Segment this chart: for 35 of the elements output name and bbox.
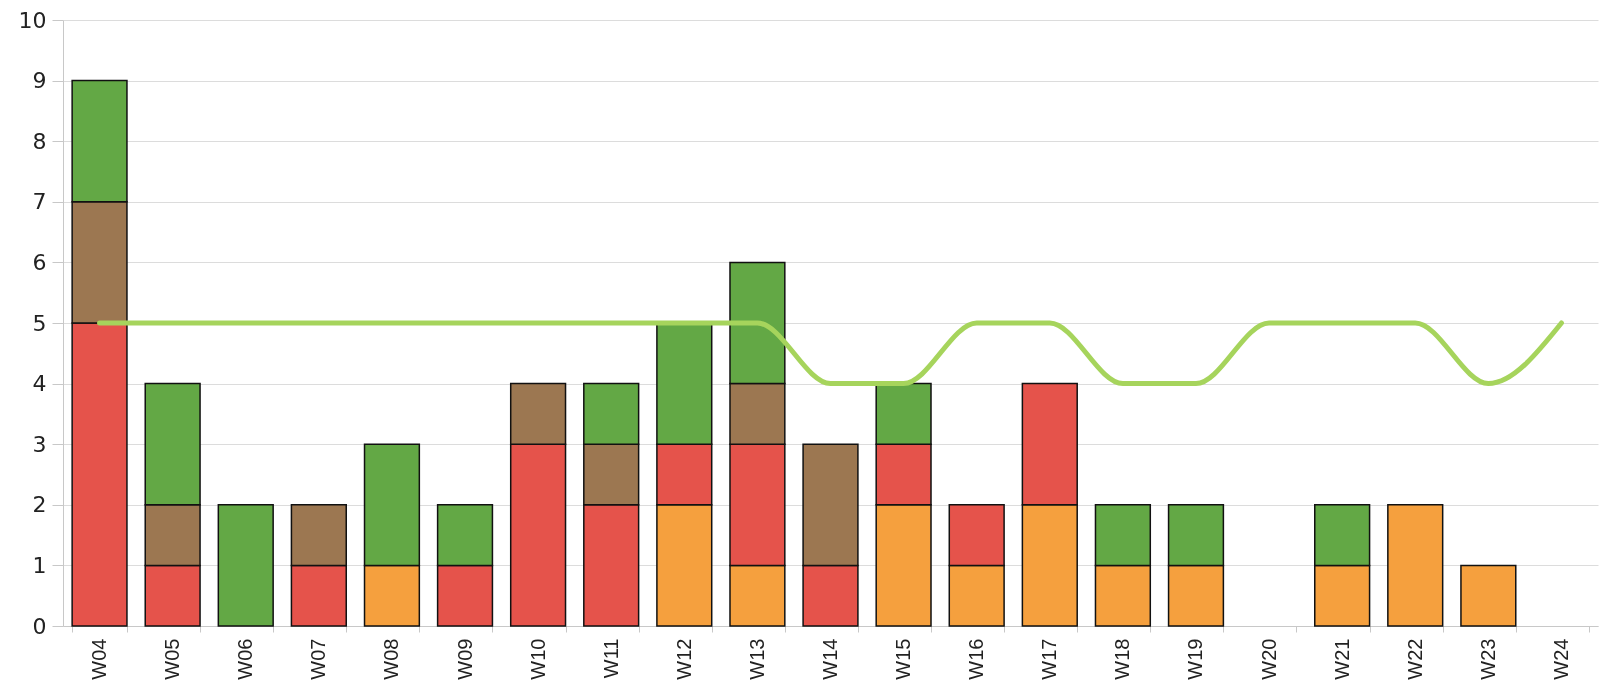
x-tick-label: W18 [1111, 638, 1134, 680]
x-tick-label: W20 [1257, 638, 1280, 680]
x-tick-label: W04 [88, 638, 111, 680]
x-tick-label: W17 [1038, 638, 1061, 680]
x-tick-label: W12 [672, 638, 695, 680]
x-tick-label: W21 [1330, 638, 1353, 680]
x-tick-label: W11 [599, 638, 622, 679]
x-tick-label: W15 [892, 638, 915, 680]
y-tick-label: 0 [32, 613, 47, 639]
bar [217, 504, 274, 627]
x-tick-label: W07 [307, 638, 330, 680]
y-tick-label: 7 [32, 189, 47, 215]
y-tick-label: 1 [32, 552, 47, 578]
x-tick-label: W24 [1549, 638, 1572, 680]
x-tick-label: W19 [1184, 638, 1207, 680]
x-tick-label: W09 [453, 638, 476, 680]
y-tick-label: 2 [32, 492, 47, 518]
y-tick-label: 10 [18, 7, 47, 33]
y-tick-label: 9 [32, 68, 47, 94]
x-tick-label: W08 [380, 638, 403, 680]
bar [1460, 564, 1517, 627]
x-tick-label: W13 [745, 638, 768, 680]
x-tick-label: W23 [1476, 638, 1499, 680]
x-tick-label: W22 [1403, 638, 1426, 680]
x-tick-label: W06 [234, 638, 257, 680]
y-tick-label: 3 [32, 431, 47, 457]
x-tick-label: W14 [819, 638, 841, 680]
bar [1387, 504, 1444, 627]
y-tick-label: 6 [32, 249, 47, 275]
x-tick-label: W05 [161, 638, 184, 680]
x-tick-label: W10 [526, 638, 549, 680]
x-tick-label: W16 [965, 638, 988, 680]
y-tick-label: 4 [32, 371, 47, 397]
y-tick-label: 8 [32, 128, 47, 154]
y-tick-label: 5 [32, 310, 47, 336]
